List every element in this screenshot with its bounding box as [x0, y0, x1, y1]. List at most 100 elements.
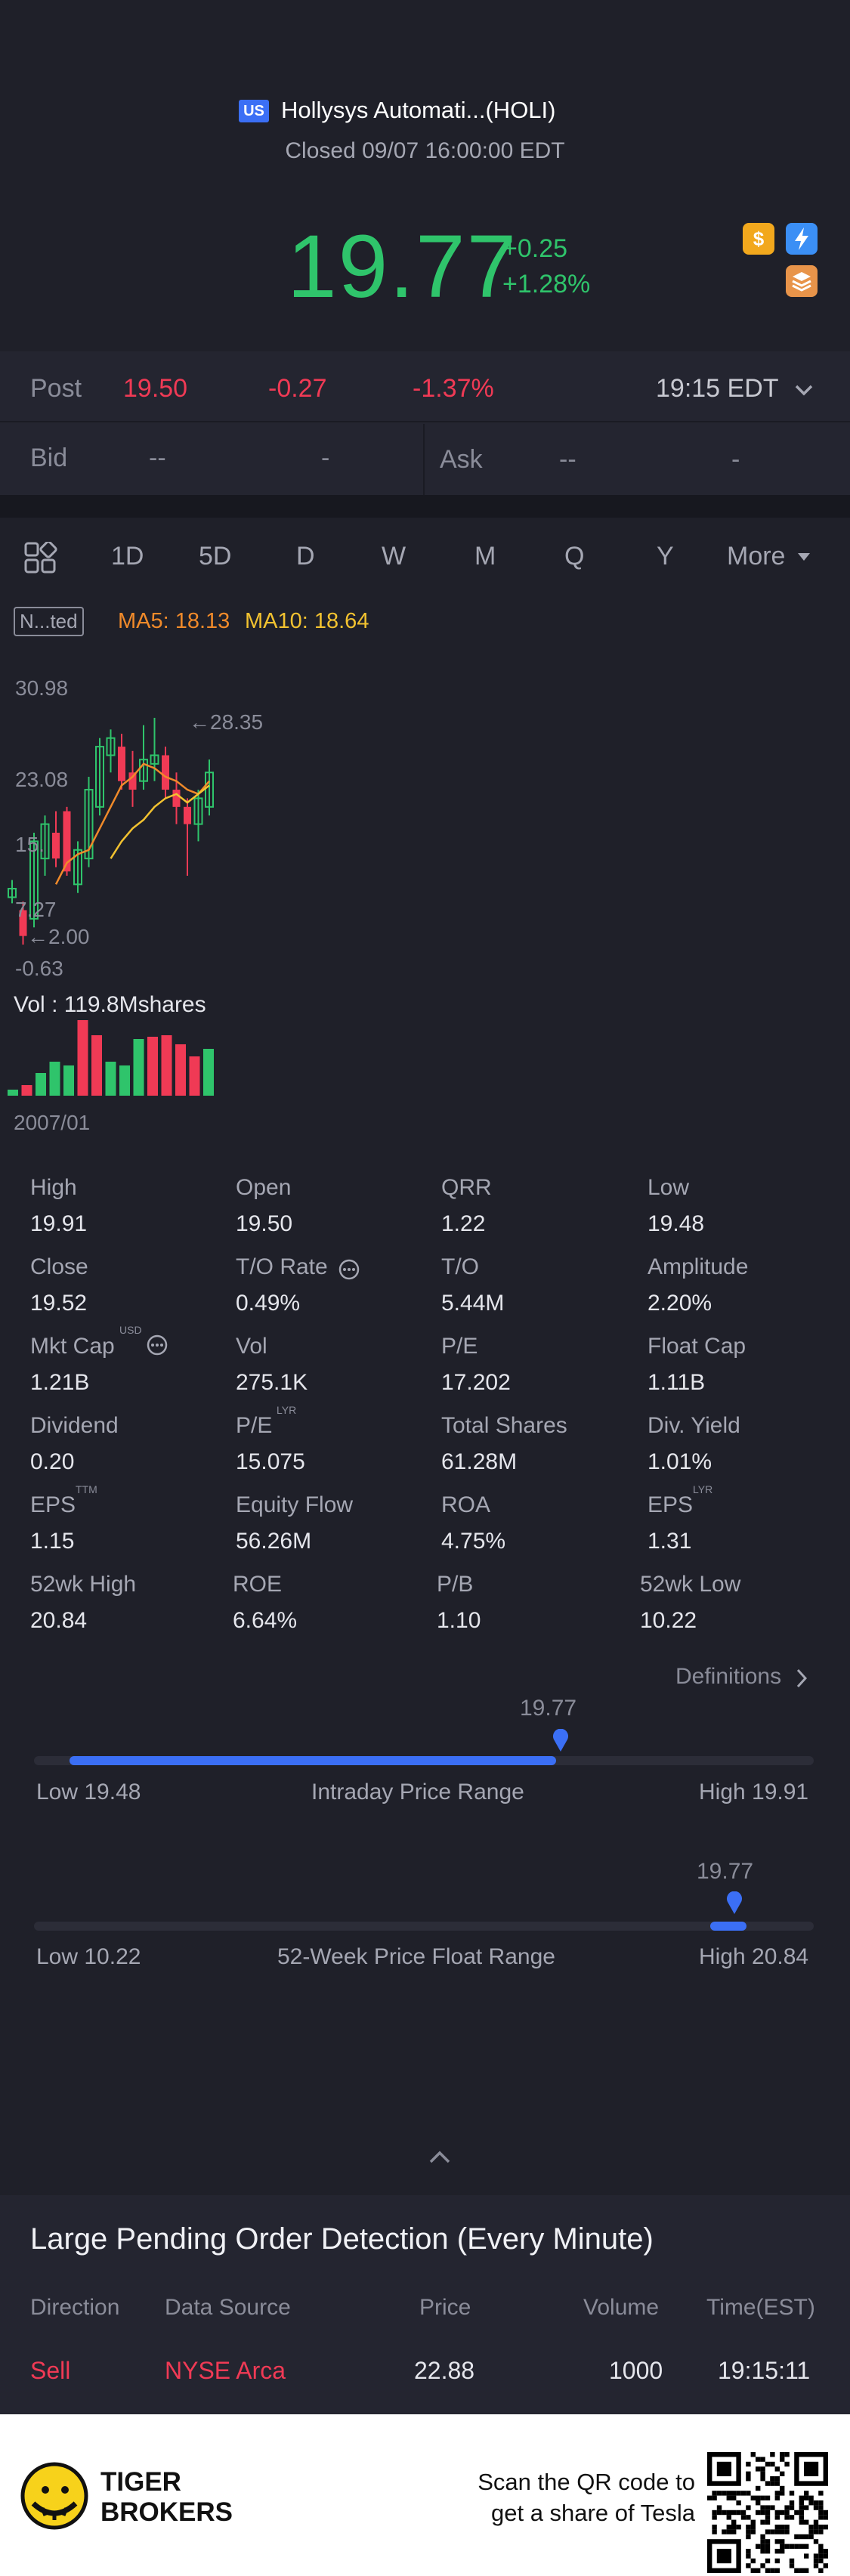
qr-module: [750, 2568, 756, 2573]
qr-module: [774, 2510, 780, 2516]
tab-y[interactable]: Y: [657, 542, 674, 571]
layout-grid-icon[interactable]: [24, 542, 57, 575]
stat-value: 5.44M: [441, 1291, 505, 1316]
ask-size: -: [731, 445, 740, 474]
adjust-toggle[interactable]: N...ted: [14, 607, 84, 636]
candle-body: [205, 772, 214, 808]
intraday-title: Intraday Price Range: [311, 1780, 524, 1804]
qr-module: [818, 2544, 824, 2549]
qr-module: [756, 2510, 761, 2516]
qr-module: [770, 2452, 775, 2457]
qr-module: [823, 2515, 828, 2520]
tab-more[interactable]: More: [727, 542, 786, 571]
stat-label: T/O Rate: [236, 1254, 328, 1279]
stat-label: Close: [30, 1254, 88, 1279]
post-time[interactable]: 19:15 EDT: [656, 374, 779, 403]
candle-body: [172, 790, 181, 807]
qr-module: [808, 2500, 814, 2506]
qr-module: [784, 2461, 790, 2467]
volume-bar: [77, 1020, 88, 1096]
qr-module: [760, 2534, 765, 2540]
qr-module: [789, 2491, 795, 2496]
stock-name[interactable]: Hollysys Automati...(HOLI): [281, 97, 556, 123]
chevron-up-icon[interactable]: [428, 2150, 452, 2165]
chevron-down-icon[interactable]: [793, 383, 814, 398]
qr-module: [765, 2568, 771, 2573]
tab-1d[interactable]: 1D: [111, 542, 144, 571]
qr-module: [799, 2505, 804, 2510]
candle-body: [193, 797, 203, 825]
qr-module: [765, 2558, 771, 2564]
caret-down-icon[interactable]: [796, 552, 811, 562]
market-badge: US: [239, 100, 269, 122]
week52-range-fill: [710, 1922, 746, 1931]
qr-module: [799, 2519, 804, 2525]
qr-module: [780, 2544, 785, 2549]
qr-module: [726, 2510, 731, 2516]
qr-module: [774, 2549, 780, 2554]
info-circle-icon[interactable]: [146, 1334, 168, 1356]
qr-code[interactable]: [707, 2452, 828, 2573]
volume-bar: [189, 1056, 200, 1096]
volume-bar: [133, 1039, 144, 1096]
qr-module: [740, 2491, 746, 2496]
qr-module: [722, 2510, 727, 2516]
tab-q[interactable]: Q: [564, 542, 585, 571]
y-axis-label-5: -0.63: [15, 957, 63, 980]
tab-d[interactable]: D: [296, 542, 315, 571]
qr-module: [804, 2519, 809, 2525]
qr-module: [750, 2558, 756, 2564]
candle-body: [106, 737, 116, 756]
post-change-percent: -1.37%: [413, 374, 494, 403]
qr-module: [760, 2505, 765, 2510]
stat-label: Amplitude: [648, 1254, 749, 1279]
candlestick-chart[interactable]: [0, 665, 850, 1149]
qr-module: [784, 2544, 790, 2549]
qr-module: [813, 2539, 819, 2544]
stat-label: EPS: [648, 1492, 694, 1517]
ttm-superscript: TTM: [76, 1483, 97, 1495]
qr-module: [736, 2525, 741, 2530]
qr-module: [746, 2515, 751, 2520]
qr-module: [760, 2563, 765, 2568]
chevron-right-icon[interactable]: [795, 1667, 810, 1690]
layers-icon[interactable]: [786, 265, 818, 297]
qr-module: [774, 2568, 780, 2573]
volume-bar: [147, 1037, 158, 1096]
qr-module: [746, 2471, 751, 2476]
definitions-link[interactable]: Definitions: [675, 1664, 782, 1689]
stat-label: Dividend: [30, 1413, 119, 1438]
stat-value: 2.20%: [648, 1291, 712, 1316]
candle-body: [162, 755, 169, 790]
stat-value: 275.1K: [236, 1370, 308, 1395]
bid-price: --: [149, 444, 166, 472]
qr-module: [746, 2563, 751, 2568]
lightning-icon[interactable]: [786, 223, 818, 255]
qr-module: [712, 2515, 717, 2520]
qr-module: [750, 2529, 756, 2534]
stat-value: 1.01%: [648, 1449, 712, 1474]
dollar-icon[interactable]: $: [743, 223, 774, 255]
row-time: 19:15:11: [718, 2357, 811, 2384]
tab-5d[interactable]: 5D: [199, 542, 232, 571]
qr-module: [789, 2563, 795, 2568]
tab-w[interactable]: W: [382, 542, 406, 571]
qr-module: [799, 2544, 804, 2549]
tab-m[interactable]: M: [474, 542, 496, 571]
post-price: 19.50: [123, 374, 188, 403]
info-circle-icon[interactable]: [338, 1258, 360, 1281]
volume-bar: [36, 1073, 46, 1096]
qr-module: [774, 2491, 780, 2496]
qr-module: [746, 2525, 751, 2530]
qr-module: [813, 2529, 819, 2534]
qr-module: [736, 2491, 741, 2496]
qr-module: [774, 2515, 780, 2520]
qr-module: [770, 2529, 775, 2534]
candle-body: [139, 759, 148, 782]
ask-label: Ask: [440, 445, 483, 474]
volume-bar: [63, 1065, 74, 1096]
qr-module: [804, 2491, 809, 2496]
pending-orders-panel: Large Pending Order Detection (Every Min…: [0, 2195, 850, 2414]
qr-module: [818, 2549, 824, 2554]
stat-label: Div. Yield: [648, 1413, 740, 1438]
